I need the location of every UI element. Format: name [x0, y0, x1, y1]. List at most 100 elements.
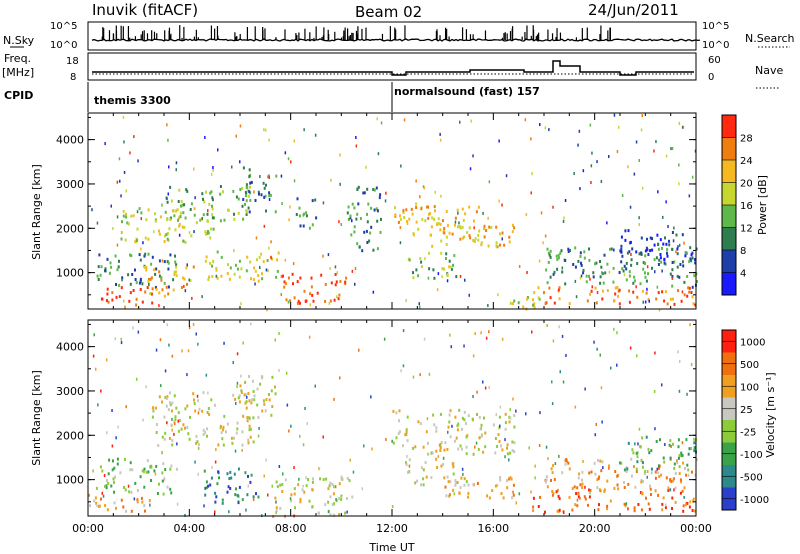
data-cell: [562, 219, 565, 223]
data-cell: [228, 277, 231, 281]
data-cell: [501, 448, 504, 452]
data-cell: [331, 482, 334, 486]
data-cell: [100, 497, 102, 501]
data-cell: [553, 478, 556, 481]
data-cell: [310, 285, 313, 289]
data-cell: [334, 265, 337, 269]
data-cell: [147, 277, 150, 281]
data-cell: [145, 268, 148, 272]
data-cell: [513, 226, 516, 230]
data-cell: [645, 291, 648, 295]
data-cell: [556, 509, 559, 513]
data-cell: [177, 218, 179, 222]
data-cell: [166, 485, 169, 489]
data-cell: [371, 447, 373, 451]
data-cell: [568, 302, 571, 306]
data-cell: [640, 236, 643, 240]
data-cell: [245, 269, 248, 273]
data-cell: [144, 509, 146, 513]
data-cell: [463, 477, 466, 481]
data-cell: [163, 240, 166, 243]
data-cell: [601, 272, 604, 276]
data-cell: [658, 258, 661, 262]
data-cell: [494, 451, 497, 455]
data-cell: [170, 491, 173, 495]
data-cell: [561, 334, 564, 338]
data-cell: [171, 401, 174, 405]
data-cell: [606, 504, 609, 508]
data-cell: [693, 446, 696, 450]
data-cell: [666, 251, 668, 255]
data-cell: [129, 282, 132, 286]
data-cell: [158, 291, 161, 295]
data-cell: [117, 265, 120, 269]
data-cell: [417, 227, 420, 231]
data-cell: [253, 398, 256, 402]
data-cell: [415, 179, 417, 183]
data-cell: [193, 207, 196, 211]
data-cell: [145, 470, 148, 474]
data-cell: [136, 498, 139, 502]
data-cell: [288, 429, 290, 433]
data-cell: [271, 405, 274, 408]
data-cell: [644, 300, 647, 304]
data-cell: [526, 271, 528, 274]
data-cell: [311, 199, 314, 203]
data-cell: [539, 495, 542, 499]
data-cell: [449, 409, 452, 413]
data-cell: [123, 171, 126, 174]
data-cell: [425, 430, 428, 434]
data-cell: [347, 218, 350, 221]
data-cell: [503, 243, 506, 247]
data-cell: [122, 115, 125, 119]
data-cell: [402, 209, 405, 213]
data-cell: [423, 337, 426, 341]
data-cell: [163, 281, 166, 285]
data-cell: [274, 385, 276, 389]
data-cell: [665, 476, 668, 480]
data-cell: [509, 416, 512, 420]
data-cell: [181, 276, 184, 280]
data-cell: [130, 509, 133, 513]
data-cell: [109, 261, 112, 265]
data-cell: [105, 486, 108, 490]
data-cell: [681, 441, 684, 445]
data-cell: [142, 241, 144, 245]
data-cell: [574, 246, 577, 250]
data-cell: [544, 234, 547, 238]
data-cell: [636, 354, 638, 358]
data-cell: [358, 348, 360, 352]
data-cell: [440, 464, 443, 468]
data-cell: [670, 480, 673, 483]
x-tick-label: 16:00: [477, 522, 509, 535]
data-cell: [672, 477, 675, 481]
velocity-x-axis: 00:00 04:00 08:00 12:00 16:00 20:00 00:00: [72, 320, 712, 535]
data-cell: [178, 223, 181, 226]
data-cell: [451, 232, 454, 236]
data-cell: [278, 465, 281, 468]
data-cell: [172, 209, 175, 213]
data-cell: [283, 285, 286, 289]
data-cell: [657, 493, 660, 497]
data-cell: [449, 435, 452, 439]
nave-label: Nave: [755, 64, 783, 77]
data-cell: [189, 208, 192, 211]
data-cell: [693, 274, 696, 278]
data-cell: [233, 217, 236, 221]
data-cell: [452, 488, 455, 492]
data-cell: [238, 485, 241, 489]
data-cell: [415, 206, 418, 209]
data-cell: [242, 166, 245, 170]
data-cell: [405, 430, 408, 434]
data-cell: [575, 295, 578, 299]
data-cell: [236, 385, 238, 389]
data-cell: [565, 354, 567, 357]
data-cell: [452, 465, 455, 469]
data-cell: [177, 429, 180, 433]
data-cell: [641, 114, 643, 118]
data-cell: [471, 418, 474, 422]
data-cell: [455, 481, 458, 485]
data-cell: [152, 409, 155, 413]
colorbar-swatch: [722, 160, 736, 183]
data-cell: [545, 445, 548, 449]
